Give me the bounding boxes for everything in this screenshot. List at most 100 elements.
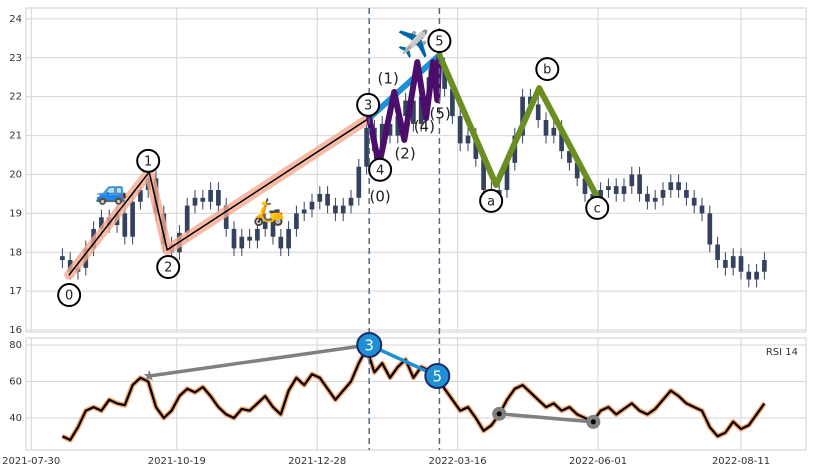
candle-body (270, 221, 276, 237)
wave-label: (4) (414, 117, 435, 135)
wave-label: 1 (144, 154, 152, 169)
y-tick-label: 24 (9, 14, 22, 25)
rsi-marker-label: 3 (364, 336, 374, 354)
candle-body (551, 127, 557, 136)
candle-body (231, 228, 237, 249)
candle-body (364, 127, 369, 167)
candle-body (411, 100, 416, 124)
wave-label-circle (156, 255, 181, 280)
y-tick-label: 40 (9, 413, 22, 424)
y-tick-label: 60 (9, 376, 22, 387)
candle-body (450, 88, 455, 117)
wave-label: 5 (435, 35, 443, 50)
wave-label: a (487, 194, 495, 209)
candle-body (668, 182, 674, 191)
y-tick-label: 17 (9, 286, 22, 297)
wave-line (147, 343, 371, 378)
panel (25, 337, 807, 451)
icon: ✈️ (397, 27, 429, 59)
candle-body (715, 244, 720, 261)
rsi-line (61, 347, 766, 442)
rsi-marker (143, 370, 155, 381)
candle-body (707, 213, 713, 245)
wave-label-circle (136, 148, 161, 173)
candle-body (660, 190, 666, 198)
candle-body (294, 213, 299, 229)
candle-body (645, 193, 650, 202)
candle-body (629, 174, 635, 187)
candle-body (746, 271, 752, 280)
candle-body (262, 221, 268, 229)
wave-label-circle (368, 157, 393, 182)
wave-line (68, 117, 370, 276)
wave-label-circle (535, 57, 560, 82)
candle-body (738, 256, 744, 272)
wave-label-circle (479, 188, 504, 213)
candle-body (309, 201, 315, 210)
candle-body (130, 201, 135, 237)
x-tick-label: 2021-10-19 (148, 456, 206, 467)
candle-body (348, 197, 354, 206)
y-tick-label: 16 (9, 325, 22, 336)
candle-body (691, 197, 697, 206)
wave-label-circle (57, 283, 82, 308)
y-tick-label: 22 (9, 92, 22, 103)
wave-label-circle (427, 29, 452, 54)
candle-body (762, 260, 767, 272)
candle-body (543, 120, 549, 136)
candle-body (504, 162, 510, 191)
candle-body (621, 186, 627, 194)
wave-label: 2 (164, 261, 172, 276)
wave-label: 0 (65, 289, 73, 304)
candle-body (582, 178, 588, 194)
candle-body (200, 197, 206, 202)
candle-body (606, 186, 611, 191)
y-tick-label: 21 (9, 131, 22, 142)
candle-body (184, 205, 190, 233)
candle-body (216, 190, 221, 206)
candle-body (652, 197, 658, 202)
wave-label: (1) (378, 70, 399, 88)
candle-body (247, 236, 252, 241)
wave-label: c (594, 201, 601, 216)
candle-body (598, 190, 603, 202)
candle-body (520, 96, 525, 136)
candle-body (317, 193, 323, 202)
candle-body (418, 96, 424, 124)
rsi-marker-center (496, 411, 502, 417)
candle-body (723, 260, 728, 268)
x-tick-label: 2021-07-30 (2, 456, 60, 467)
candle-body (387, 123, 393, 136)
wave-label: (2) (394, 145, 415, 163)
x-tick-label: 2021-12-28 (288, 456, 346, 467)
panel-title: RSI 14 (766, 347, 798, 358)
x-tick-label: 2022-03-16 (429, 456, 487, 467)
candle-body (637, 174, 642, 194)
candle-body (699, 205, 705, 214)
candle-body (442, 65, 447, 89)
candle-body (754, 271, 759, 280)
candle-body (333, 205, 338, 214)
wave-label: 4 (376, 163, 384, 178)
candle-body (676, 182, 681, 191)
candle-body (574, 162, 580, 179)
candle-body (286, 228, 291, 249)
wave-line (366, 52, 443, 169)
candle-body (325, 193, 330, 206)
candle-body (465, 135, 471, 144)
y-tick-label: 80 (9, 340, 22, 351)
candle-body (613, 186, 619, 194)
candle-body (138, 190, 143, 202)
icon: 🛵 (253, 197, 285, 227)
wave-label-circle (356, 92, 381, 117)
y-tick-label: 20 (9, 169, 22, 180)
rsi-marker (356, 331, 383, 358)
wave-label: b (543, 63, 551, 78)
rsi-marker-label: 5 (433, 368, 443, 386)
candle-body (730, 256, 736, 268)
candle-body (356, 166, 362, 198)
wave-label: (0) (369, 187, 390, 205)
wave-line (497, 412, 596, 424)
candle-body (60, 256, 65, 261)
